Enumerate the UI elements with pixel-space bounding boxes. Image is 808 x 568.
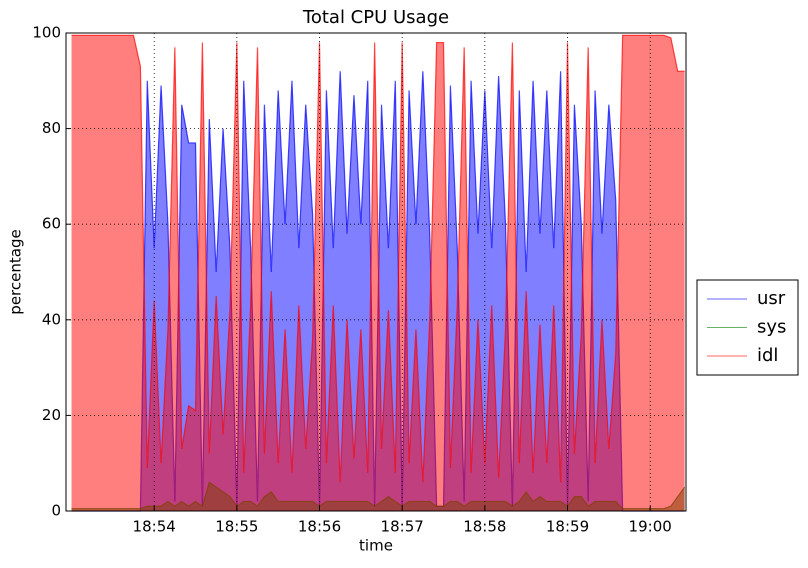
x-tick-label: 19:00: [629, 518, 672, 536]
y-tick-label: 60: [42, 215, 61, 233]
x-tick-label: 18:54: [133, 518, 176, 536]
chart-title: Total CPU Usage: [302, 7, 449, 28]
x-tick-label: 18:58: [463, 518, 506, 536]
line: [71, 34, 685, 483]
x-tick-label: 18:57: [381, 518, 424, 536]
x-tick-label: 18:56: [298, 518, 341, 536]
y-tick-label: 20: [42, 406, 61, 424]
y-tick-label: 0: [51, 502, 61, 520]
y-tick-label: 100: [32, 24, 61, 42]
y-axis-label: percentage: [7, 229, 25, 314]
legend-label: usr: [757, 288, 786, 309]
y-tick-label: 80: [42, 119, 61, 137]
plot-frame: [65, 32, 687, 512]
x-tick-label: 18:59: [546, 518, 589, 536]
legend-label: idl: [757, 345, 778, 366]
x-axis-label: time: [359, 537, 393, 555]
x-tick-label: 18:55: [215, 518, 258, 536]
y-tick-label: 40: [42, 310, 61, 328]
legend-label: sys: [757, 317, 786, 338]
